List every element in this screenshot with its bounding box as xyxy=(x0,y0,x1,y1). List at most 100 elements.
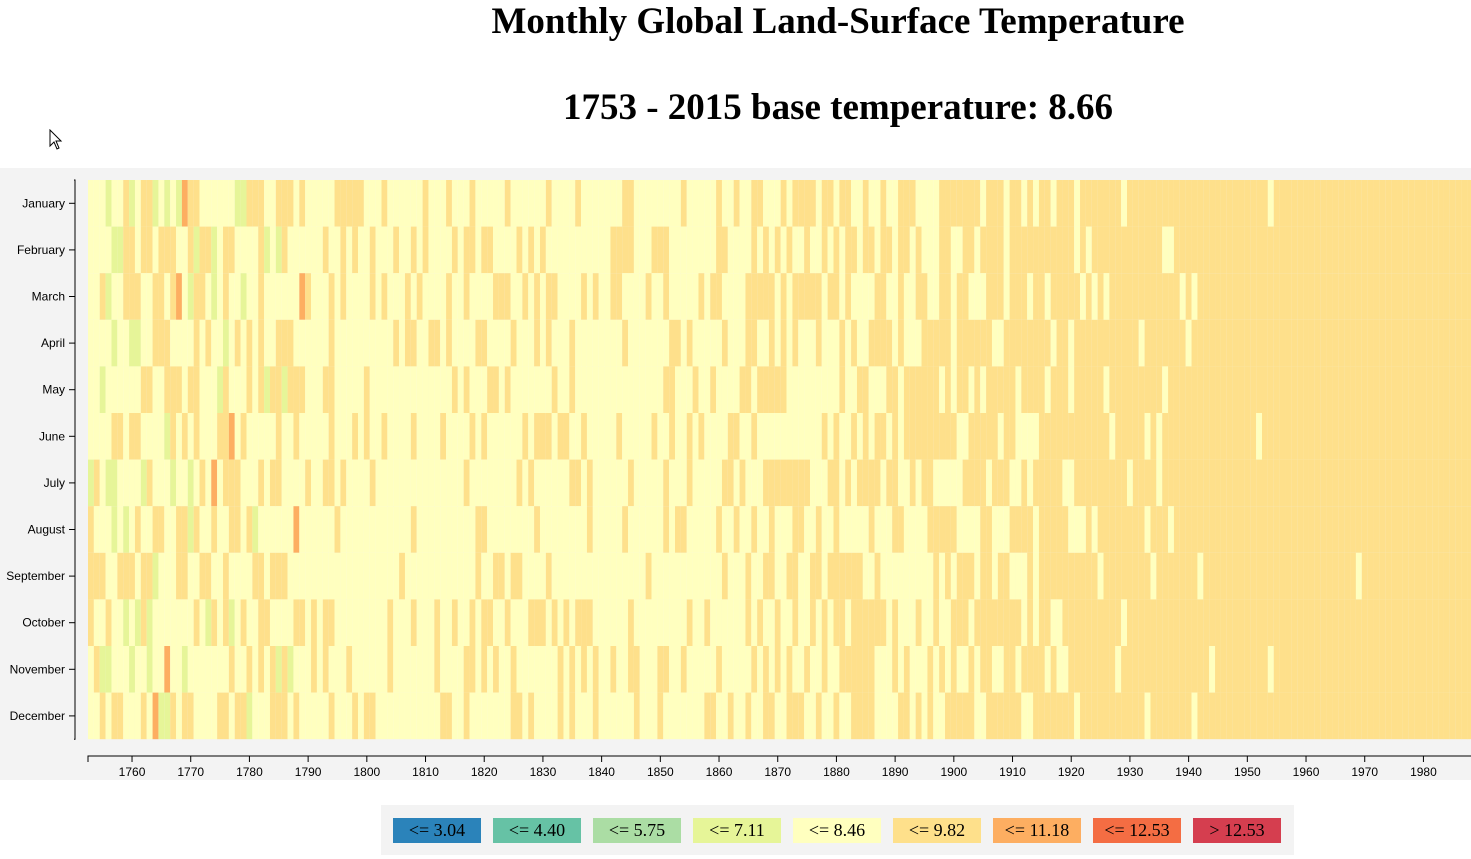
heatmap-cell[interactable] xyxy=(692,599,699,646)
heatmap-cell[interactable] xyxy=(258,459,265,507)
heatmap-cell[interactable] xyxy=(704,366,711,413)
heatmap-cell[interactable] xyxy=(1091,646,1098,693)
heatmap-cell[interactable] xyxy=(663,552,670,600)
heatmap-cell[interactable] xyxy=(1461,413,1468,460)
heatmap-cell[interactable] xyxy=(1320,366,1327,413)
heatmap-cell[interactable] xyxy=(1250,319,1257,367)
heatmap-cell[interactable] xyxy=(123,273,130,320)
heatmap-cell[interactable] xyxy=(710,273,717,320)
heatmap-cell[interactable] xyxy=(105,226,112,274)
heatmap-cell[interactable] xyxy=(1455,319,1462,367)
heatmap-cell[interactable] xyxy=(892,273,899,320)
heatmap-cell[interactable] xyxy=(898,226,904,274)
heatmap-cell[interactable] xyxy=(1179,413,1186,460)
heatmap-cell[interactable] xyxy=(622,226,629,274)
heatmap-cell[interactable] xyxy=(1461,273,1468,320)
heatmap-cell[interactable] xyxy=(962,646,969,693)
heatmap-cell[interactable] xyxy=(721,226,728,274)
heatmap-cell[interactable] xyxy=(1197,413,1204,460)
heatmap-cell[interactable] xyxy=(123,552,130,600)
heatmap-cell[interactable] xyxy=(1391,599,1398,646)
heatmap-cell[interactable] xyxy=(569,552,576,600)
heatmap-cell[interactable] xyxy=(604,413,611,460)
heatmap-cell[interactable] xyxy=(563,319,570,367)
heatmap-cell[interactable] xyxy=(1244,552,1251,600)
heatmap-cell[interactable] xyxy=(733,552,740,600)
heatmap-cell[interactable] xyxy=(1115,413,1122,460)
heatmap-cell[interactable] xyxy=(1003,180,1010,227)
heatmap-cell[interactable] xyxy=(739,413,746,460)
heatmap-cell[interactable] xyxy=(610,319,617,367)
heatmap-cell[interactable] xyxy=(950,692,957,740)
heatmap-cell[interactable] xyxy=(269,646,276,693)
heatmap-cell[interactable] xyxy=(1262,692,1268,740)
heatmap-cell[interactable] xyxy=(305,646,312,693)
heatmap-cell[interactable] xyxy=(569,646,576,693)
heatmap-cell[interactable] xyxy=(616,413,623,460)
heatmap-cell[interactable] xyxy=(704,273,711,320)
heatmap-cell[interactable] xyxy=(152,319,159,367)
heatmap-cell[interactable] xyxy=(1244,366,1251,413)
heatmap-cell[interactable] xyxy=(698,459,705,507)
heatmap-cell[interactable] xyxy=(469,599,476,646)
heatmap-cell[interactable] xyxy=(311,552,317,600)
heatmap-cell[interactable] xyxy=(440,599,447,646)
heatmap-cell[interactable] xyxy=(710,319,717,367)
heatmap-cell[interactable] xyxy=(1015,180,1022,227)
heatmap-cell[interactable] xyxy=(1385,692,1392,740)
heatmap-cell[interactable] xyxy=(534,692,540,740)
heatmap-cell[interactable] xyxy=(986,226,992,274)
heatmap-cell[interactable] xyxy=(557,180,564,227)
heatmap-cell[interactable] xyxy=(1238,226,1245,274)
heatmap-cell[interactable] xyxy=(1344,599,1351,646)
heatmap-cell[interactable] xyxy=(334,506,341,553)
heatmap-cell[interactable] xyxy=(1385,646,1392,693)
heatmap-cell[interactable] xyxy=(387,319,394,367)
heatmap-cell[interactable] xyxy=(1156,646,1163,693)
heatmap-cell[interactable] xyxy=(375,273,382,320)
heatmap-cell[interactable] xyxy=(140,413,147,460)
heatmap-cell[interactable] xyxy=(581,319,587,367)
heatmap-cell[interactable] xyxy=(105,180,112,227)
heatmap-cell[interactable] xyxy=(193,226,200,274)
heatmap-cell[interactable] xyxy=(1273,552,1280,600)
heatmap-cell[interactable] xyxy=(1191,180,1198,227)
heatmap-cell[interactable] xyxy=(810,552,816,600)
heatmap-cell[interactable] xyxy=(1015,366,1022,413)
heatmap-cell[interactable] xyxy=(510,692,517,740)
heatmap-cell[interactable] xyxy=(504,459,511,507)
heatmap-cell[interactable] xyxy=(457,366,464,413)
heatmap-cell[interactable] xyxy=(1126,413,1133,460)
heatmap-cell[interactable] xyxy=(563,366,570,413)
heatmap-cell[interactable] xyxy=(117,599,124,646)
heatmap-cell[interactable] xyxy=(1232,366,1239,413)
heatmap-cell[interactable] xyxy=(498,599,505,646)
heatmap-cell[interactable] xyxy=(187,413,194,460)
heatmap-cell[interactable] xyxy=(187,599,194,646)
heatmap-cell[interactable] xyxy=(369,319,376,367)
heatmap-cell[interactable] xyxy=(334,599,341,646)
heatmap-cell[interactable] xyxy=(1074,413,1081,460)
heatmap-cell[interactable] xyxy=(1185,180,1192,227)
heatmap-cell[interactable] xyxy=(956,180,963,227)
heatmap-cell[interactable] xyxy=(111,552,118,600)
heatmap-cell[interactable] xyxy=(117,552,124,600)
heatmap-cell[interactable] xyxy=(88,413,94,460)
heatmap-cell[interactable] xyxy=(1297,226,1304,274)
heatmap-cell[interactable] xyxy=(1250,646,1257,693)
heatmap-cell[interactable] xyxy=(1355,413,1362,460)
heatmap-cell[interactable] xyxy=(416,692,423,740)
heatmap-cell[interactable] xyxy=(1432,226,1439,274)
heatmap-cell[interactable] xyxy=(727,273,734,320)
heatmap-cell[interactable] xyxy=(199,180,206,227)
heatmap-cell[interactable] xyxy=(422,226,429,274)
heatmap-cell[interactable] xyxy=(1326,273,1333,320)
heatmap-cell[interactable] xyxy=(252,552,259,600)
heatmap-cell[interactable] xyxy=(733,459,740,507)
heatmap-cell[interactable] xyxy=(1074,552,1081,600)
heatmap-cell[interactable] xyxy=(804,646,811,693)
heatmap-cell[interactable] xyxy=(675,506,681,553)
heatmap-cell[interactable] xyxy=(950,459,957,507)
heatmap-cell[interactable] xyxy=(815,273,822,320)
heatmap-cell[interactable] xyxy=(158,413,165,460)
